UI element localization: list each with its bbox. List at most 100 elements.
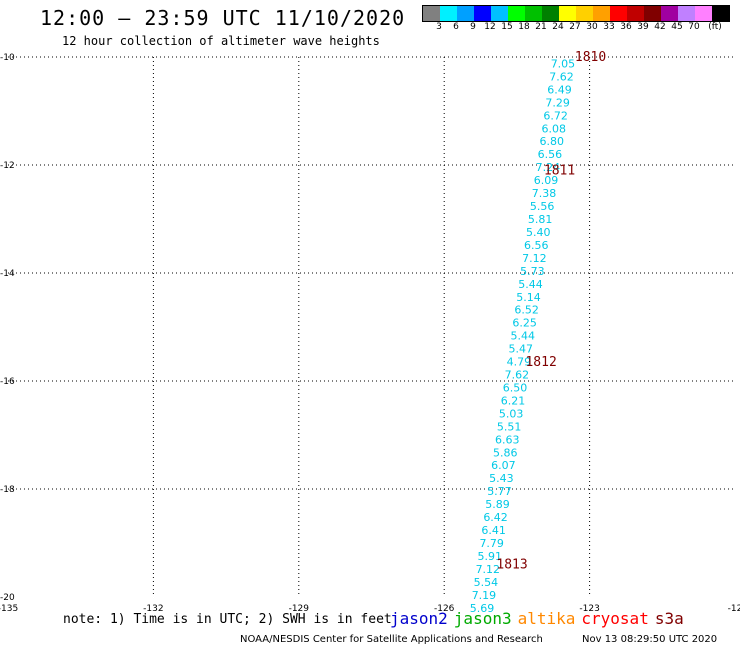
lon-tick-label: -129 xyxy=(289,604,310,614)
swh-value: 5.44 xyxy=(518,278,543,291)
colorbar-label: (ft) xyxy=(708,22,722,32)
colorbar-labels: 3 6 9 12 15 18 21 24 27 30 33 36 39 42 45 70 (ft) xyxy=(422,22,740,34)
swh-value: 6.42 xyxy=(483,511,508,524)
colorbar-label: 36 xyxy=(620,22,632,32)
swh-value: 5.40 xyxy=(526,226,551,239)
swh-value: 6.63 xyxy=(495,433,520,446)
colorbar-swatch xyxy=(440,6,457,21)
colorbar-label: 18 xyxy=(518,22,530,32)
generated-timestamp: Nov 13 08:29:50 UTC 2020 xyxy=(582,634,718,645)
lat-tick-label: -20 xyxy=(0,593,15,603)
swh-value: 7.12 xyxy=(522,252,547,265)
swh-value: 6.07 xyxy=(491,459,516,472)
colorbar-label: 27 xyxy=(569,22,581,32)
swh-value: 7.38 xyxy=(532,187,557,200)
lon-tick-label: -126 xyxy=(434,604,455,614)
time-mark-label: 1810 xyxy=(575,50,606,65)
lat-tick-label: -16 xyxy=(0,377,15,387)
colorbar-label: 9 xyxy=(470,22,476,32)
satellite-cryosat: cryosat xyxy=(581,609,649,628)
colorbar-label: 30 xyxy=(586,22,598,32)
swh-value: 6.56 xyxy=(538,148,563,161)
swh-value: 5.43 xyxy=(489,472,514,485)
colorbar-label: 24 xyxy=(552,22,564,32)
colorbar-label: 15 xyxy=(501,22,513,32)
swh-value: 6.21 xyxy=(501,394,526,407)
swh-value: 6.49 xyxy=(547,83,572,96)
swh-colorbar xyxy=(422,5,730,22)
lon-tick-label: -132 xyxy=(143,604,163,614)
satellite-jason3: jason3 xyxy=(453,609,512,628)
swh-value: 6.50 xyxy=(503,381,528,394)
colorbar-swatch xyxy=(712,6,729,21)
colorbar-label: 6 xyxy=(453,22,459,32)
swh-value: 5.73 xyxy=(520,265,545,278)
lon-tick-label: -12 xyxy=(728,604,740,614)
swh-value: 7.19 xyxy=(472,589,497,602)
swh-value: 5.91 xyxy=(478,550,503,563)
swh-value: 5.77 xyxy=(487,485,512,498)
swh-value: 5.69 xyxy=(470,602,495,615)
swh-value: 7.62 xyxy=(549,70,574,83)
colorbar-label: 12 xyxy=(484,22,496,32)
colorbar-swatch xyxy=(644,6,661,21)
swh-value: 5.44 xyxy=(510,330,535,343)
time-mark-label: 1813 xyxy=(496,558,527,573)
swh-value: 7.05 xyxy=(551,57,576,70)
swh-value: 6.52 xyxy=(514,304,539,317)
swh-value: 5.03 xyxy=(499,407,524,420)
time-mark-label: 1811 xyxy=(544,163,575,178)
time-mark-label: 1812 xyxy=(525,355,556,370)
colorbar-label: 45 xyxy=(671,22,683,32)
colorbar-label: 33 xyxy=(603,22,615,32)
swh-value: 6.56 xyxy=(524,239,549,252)
colorbar-label: 42 xyxy=(654,22,666,32)
colorbar-label: 21 xyxy=(535,22,547,32)
swh-value: 7.29 xyxy=(545,96,570,109)
swh-value: 4.79 xyxy=(507,356,532,369)
swh-value: 7.12 xyxy=(476,563,501,576)
colorbar-label: 3 xyxy=(436,22,442,32)
colorbar-label: 70 xyxy=(688,22,700,32)
colorbar-swatch xyxy=(542,6,559,21)
colorbar-swatch xyxy=(593,6,610,21)
lat-tick-label: -18 xyxy=(0,485,15,495)
colorbar-swatch xyxy=(576,6,593,21)
swh-value: 7.24 xyxy=(536,161,561,174)
swh-value: 5.81 xyxy=(528,213,553,226)
colorbar-swatch xyxy=(610,6,627,21)
swh-value: 5.56 xyxy=(530,200,555,213)
colorbar-swatch xyxy=(525,6,542,21)
satellite-altika: altika xyxy=(517,609,576,628)
colorbar-swatch xyxy=(627,6,644,21)
lat-tick-label: -12 xyxy=(0,161,15,171)
colorbar-swatch xyxy=(559,6,576,21)
map-title: 12:00 – 23:59 UTC 11/10/2020 xyxy=(40,6,406,30)
colorbar-swatch xyxy=(457,6,474,21)
satellite-legend: jason2 jason3 altika cryosat s3a xyxy=(390,609,690,628)
colorbar-swatch xyxy=(423,6,440,21)
colorbar-swatch xyxy=(508,6,525,21)
lat-tick-label: -14 xyxy=(0,269,15,279)
swh-value: 6.09 xyxy=(534,174,559,187)
colorbar-swatch xyxy=(491,6,508,21)
lat-tick-label: -10 xyxy=(0,53,15,63)
colorbar-label: 39 xyxy=(637,22,649,32)
credit-text: NOAA/NESDIS Center for Satellite Applica… xyxy=(240,634,543,645)
swh-value: 5.51 xyxy=(497,420,522,433)
colorbar-swatch xyxy=(661,6,678,21)
map-subtitle: 12 hour collection of altimeter wave hei… xyxy=(62,34,380,48)
swh-value: 5.86 xyxy=(493,446,518,459)
units-note: note: 1) Time is in UTC; 2) SWH is in fe… xyxy=(63,612,392,627)
colorbar-swatch xyxy=(678,6,695,21)
colorbar-swatch xyxy=(695,6,712,21)
swh-value: 5.47 xyxy=(509,343,534,356)
swh-value: 6.08 xyxy=(541,122,566,135)
swh-value: 5.14 xyxy=(516,291,541,304)
satellite-jason2: jason2 xyxy=(390,609,448,628)
swh-value: 6.25 xyxy=(512,317,537,330)
lon-tick-label: -123 xyxy=(579,604,599,614)
colorbar-swatch xyxy=(474,6,491,21)
swh-value: 5.89 xyxy=(485,498,510,511)
